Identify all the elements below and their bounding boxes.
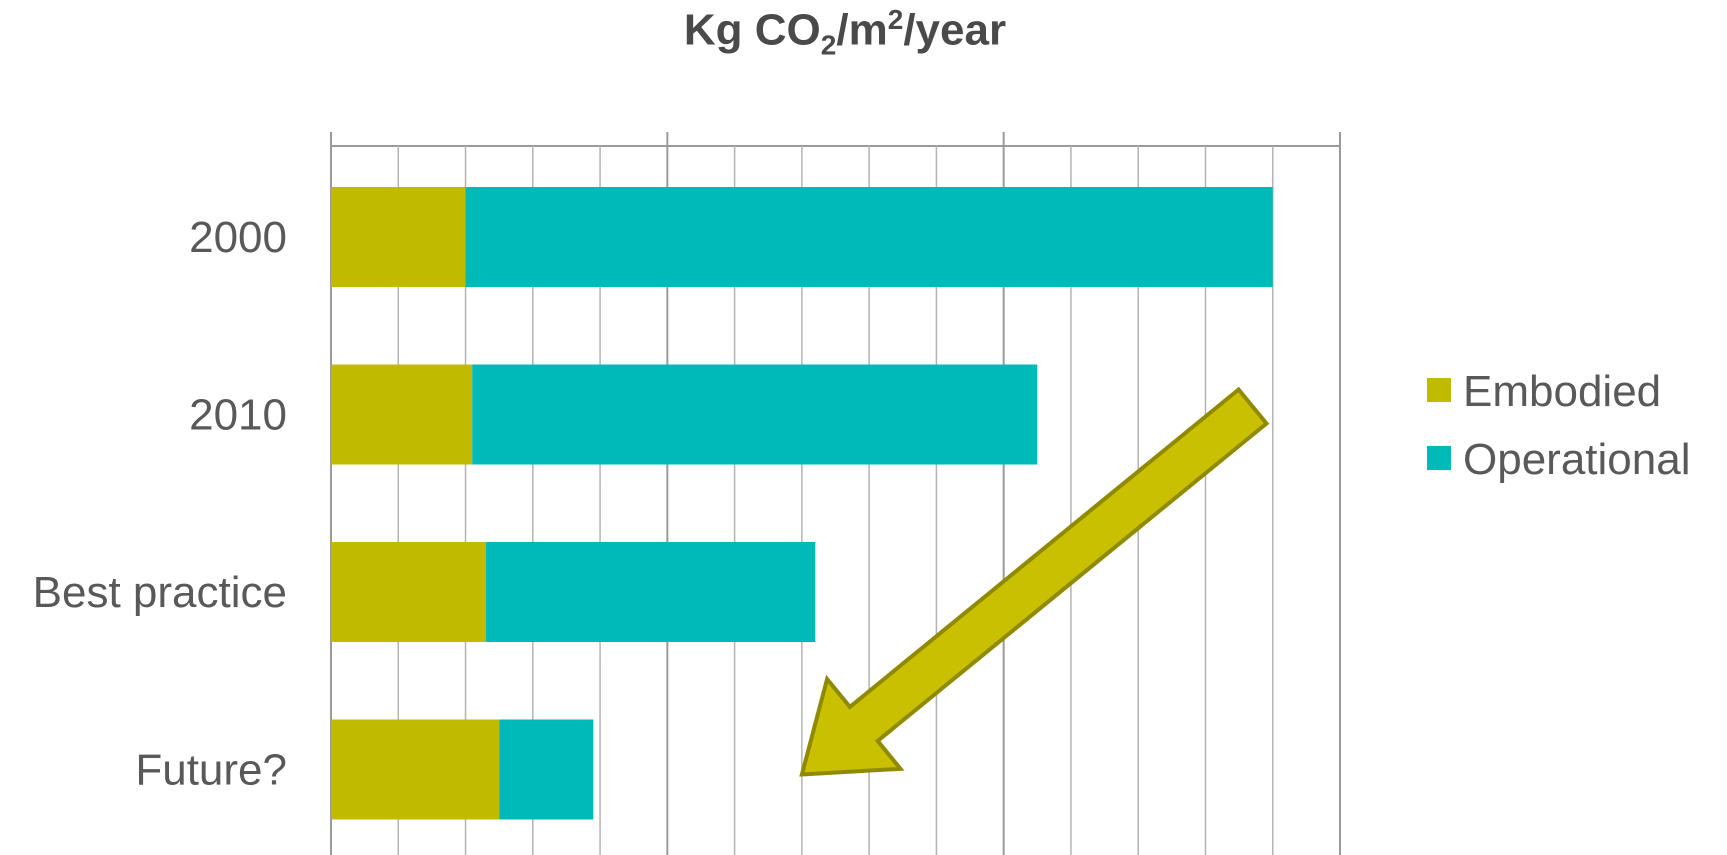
bar-operational-2 [485,542,816,642]
legend-swatch-embodied [1427,378,1451,402]
title-superscript: 2 [887,4,904,35]
category-label: Best practice [33,568,287,617]
title-text-mid: /m [836,5,888,55]
bar-embodied-0 [331,187,466,287]
bar-operational-0 [465,187,1273,287]
bar-embodied-1 [331,364,473,465]
legend: Embodied Operational [1427,367,1690,484]
title-text-end: /year [903,5,1007,55]
trend-arrow-icon [799,386,1270,777]
title-subscript: 2 [820,29,837,61]
category-label: Future? [135,746,287,795]
chart-title: Kg CO2/m2/year [0,4,1690,61]
bar-operational-1 [472,364,1038,465]
bar-embodied-2 [331,542,486,642]
bars [331,187,1273,820]
bar-operational-3 [499,719,594,820]
category-label: 2000 [189,213,287,262]
bar-embodied-3 [331,719,500,820]
title-text: Kg CO [683,5,821,55]
annotations [799,386,1270,777]
legend-label-operational: Operational [1463,435,1690,484]
legend-label-embodied: Embodied [1463,367,1661,416]
category-label: 2010 [189,391,287,440]
category-labels: 2000 2010 Best practice Future? [33,213,287,795]
legend-swatch-operational [1427,446,1451,470]
